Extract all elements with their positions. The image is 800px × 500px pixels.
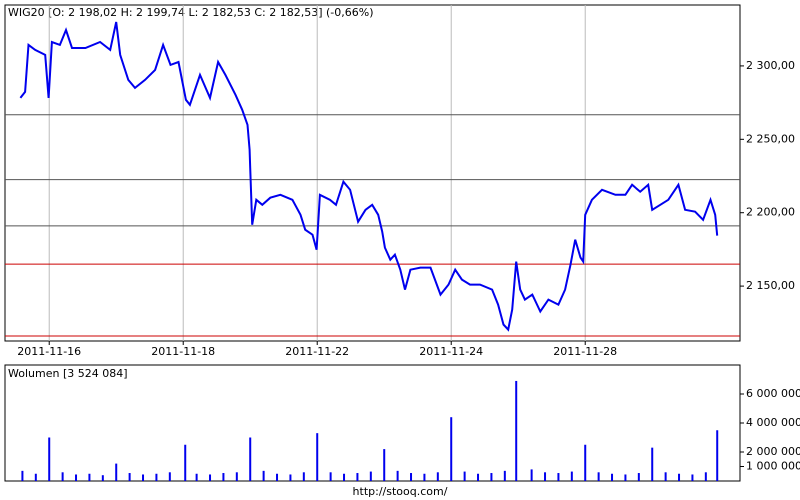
volume-bar: [343, 473, 346, 481]
volume-bar: [184, 444, 187, 481]
volume-bar: [235, 472, 238, 481]
x-tick-label: 2011-11-18: [151, 345, 215, 358]
volume-bar: [369, 471, 372, 481]
y-tick-label: 4 000 000: [746, 416, 800, 429]
volume-bar: [383, 449, 386, 481]
volume-bar: [570, 471, 573, 481]
x-tick-label: 2011-11-24: [419, 345, 483, 358]
volume-bar: [584, 444, 587, 481]
y-tick-label: 2 200,00: [746, 206, 795, 219]
volume-bar: [436, 472, 439, 481]
volume-bar: [209, 474, 212, 481]
volume-bar: [48, 437, 51, 481]
volume-bar: [557, 473, 560, 481]
footer: http://stooq.com/: [353, 485, 448, 498]
y-tick-label: 2 000 000: [746, 445, 800, 458]
volume-bar: [222, 473, 225, 481]
volume-bar: [678, 473, 681, 481]
volume-bar: [463, 471, 466, 481]
y-tick-label: 1 000 000: [746, 460, 800, 473]
volume-bar: [195, 473, 198, 481]
volume-bar: [716, 430, 719, 481]
volume-bar: [61, 472, 64, 481]
volume-bar: [21, 470, 24, 481]
volume-bar: [544, 472, 547, 481]
volume-panel: [4, 364, 741, 482]
volume-bar: [624, 474, 627, 481]
volume-bar: [704, 472, 707, 481]
volume-bar: [168, 472, 171, 481]
x-tick-label: 2011-11-16: [17, 345, 81, 358]
y-tick-label: 2 300,00: [746, 59, 795, 72]
volume-bar: [503, 470, 506, 481]
volume-bar: [356, 473, 359, 481]
volume-bar: [450, 417, 453, 481]
x-tick-label: 2011-11-22: [285, 345, 349, 358]
volume-bar: [262, 470, 265, 481]
volume-bar: [115, 463, 118, 481]
volume-bar: [88, 473, 91, 481]
volume-bar: [664, 472, 667, 481]
price-panel: [4, 4, 741, 342]
volume-bar: [276, 473, 279, 481]
volume-bar: [75, 474, 78, 481]
y-tick-label: 2 150,00: [746, 279, 795, 292]
volume-bar: [329, 472, 332, 481]
volume-bar: [637, 473, 640, 481]
volume-bar: [611, 473, 614, 481]
volume-bar: [515, 380, 518, 481]
volume-bar: [396, 470, 399, 481]
volume-bar: [101, 475, 104, 481]
volume-bar: [423, 473, 426, 481]
volume-bar: [316, 433, 319, 481]
price-line: [19, 21, 719, 332]
volume-bar: [249, 437, 252, 481]
volume-bar: [530, 469, 533, 481]
volume-bar: [34, 473, 37, 481]
volume-bar: [289, 474, 292, 481]
volume-bar: [410, 473, 413, 481]
volume-bar: [128, 473, 131, 481]
volume-bar: [597, 472, 600, 481]
volume-bar: [155, 473, 158, 481]
volume-bar: [490, 473, 493, 481]
volume-bar: [691, 474, 694, 481]
volume-bar: [142, 474, 145, 481]
volume-title: Wolumen [3 524 084]: [8, 367, 128, 380]
volume-bar: [477, 473, 480, 481]
y-tick-label: 6 000 000: [746, 387, 800, 400]
price-title: WIG20 [O: 2 198,02 H: 2 199,74 L: 2 182,…: [8, 6, 374, 19]
x-tick-label: 2011-11-28: [553, 345, 617, 358]
y-tick-label: 2 250,00: [746, 132, 795, 145]
volume-bar: [302, 472, 305, 481]
volume-bar: [651, 447, 654, 481]
